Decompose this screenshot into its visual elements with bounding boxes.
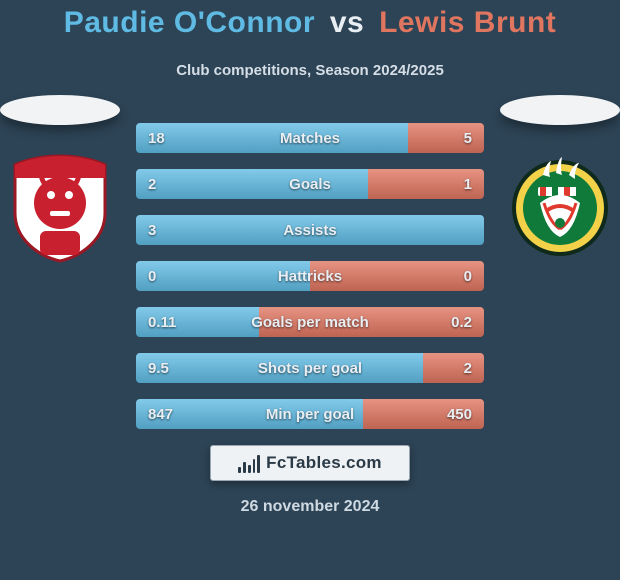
- stat-value-left: 18: [148, 123, 165, 153]
- player2-name: Lewis Brunt: [379, 6, 556, 39]
- stat-value-right: 0.2: [451, 307, 472, 337]
- page-title: Paudie O'Connor vs Lewis Brunt: [0, 6, 620, 40]
- stat-label: Shots per goal: [136, 353, 484, 383]
- stat-row: Assists3: [136, 215, 484, 245]
- stat-value-left: 9.5: [148, 353, 169, 383]
- footer-brand-text: FcTables.com: [266, 453, 382, 473]
- stat-value-left: 0: [148, 261, 156, 291]
- stat-value-right: 5: [464, 123, 472, 153]
- wrexham-crest-icon: [510, 153, 610, 263]
- team2-base-ellipse: [500, 95, 620, 125]
- footer-date: 26 november 2024: [0, 498, 620, 516]
- player1-name: Paudie O'Connor: [64, 6, 315, 39]
- stat-value-right: 2: [464, 353, 472, 383]
- stat-value-left: 0.11: [148, 307, 176, 337]
- comparison-bars: Matches185Goals21Assists3Hattricks00Goal…: [136, 123, 484, 429]
- stat-row: Goals per match0.11 0.2: [136, 307, 484, 337]
- team1-logo-slot: [0, 95, 120, 263]
- team1-crest: [10, 153, 110, 263]
- stat-row: Hattricks0 0: [136, 261, 484, 291]
- stat-label: Matches: [136, 123, 484, 153]
- stat-row: Min per goal847 450: [136, 399, 484, 429]
- subtitle: Club competitions, Season 2024/2025: [0, 62, 620, 79]
- stat-value-right: 450: [447, 399, 472, 429]
- stat-row: Goals2 1: [136, 169, 484, 199]
- stat-row: Shots per goal9.5 2: [136, 353, 484, 383]
- stat-label: Hattricks: [136, 261, 484, 291]
- fctables-logo-icon: [238, 453, 260, 473]
- stat-value-left: 3: [148, 215, 156, 245]
- stat-value-right: 1: [464, 169, 472, 199]
- vs-label: vs: [330, 6, 364, 39]
- stat-label: Min per goal: [136, 399, 484, 429]
- team2-logo-slot: [500, 95, 620, 263]
- stat-value-left: 2: [148, 169, 156, 199]
- stat-label: Goals: [136, 169, 484, 199]
- lincoln-city-crest-icon: [10, 153, 110, 263]
- stat-label: Goals per match: [136, 307, 484, 337]
- stat-value-left: 847: [148, 399, 173, 429]
- footer-brand-badge[interactable]: FcTables.com: [210, 445, 410, 481]
- team1-base-ellipse: [0, 95, 120, 125]
- stat-value-right: 0: [464, 261, 472, 291]
- team2-crest: [510, 153, 610, 263]
- stat-row: Matches18 5: [136, 123, 484, 153]
- stat-label: Assists: [136, 215, 484, 245]
